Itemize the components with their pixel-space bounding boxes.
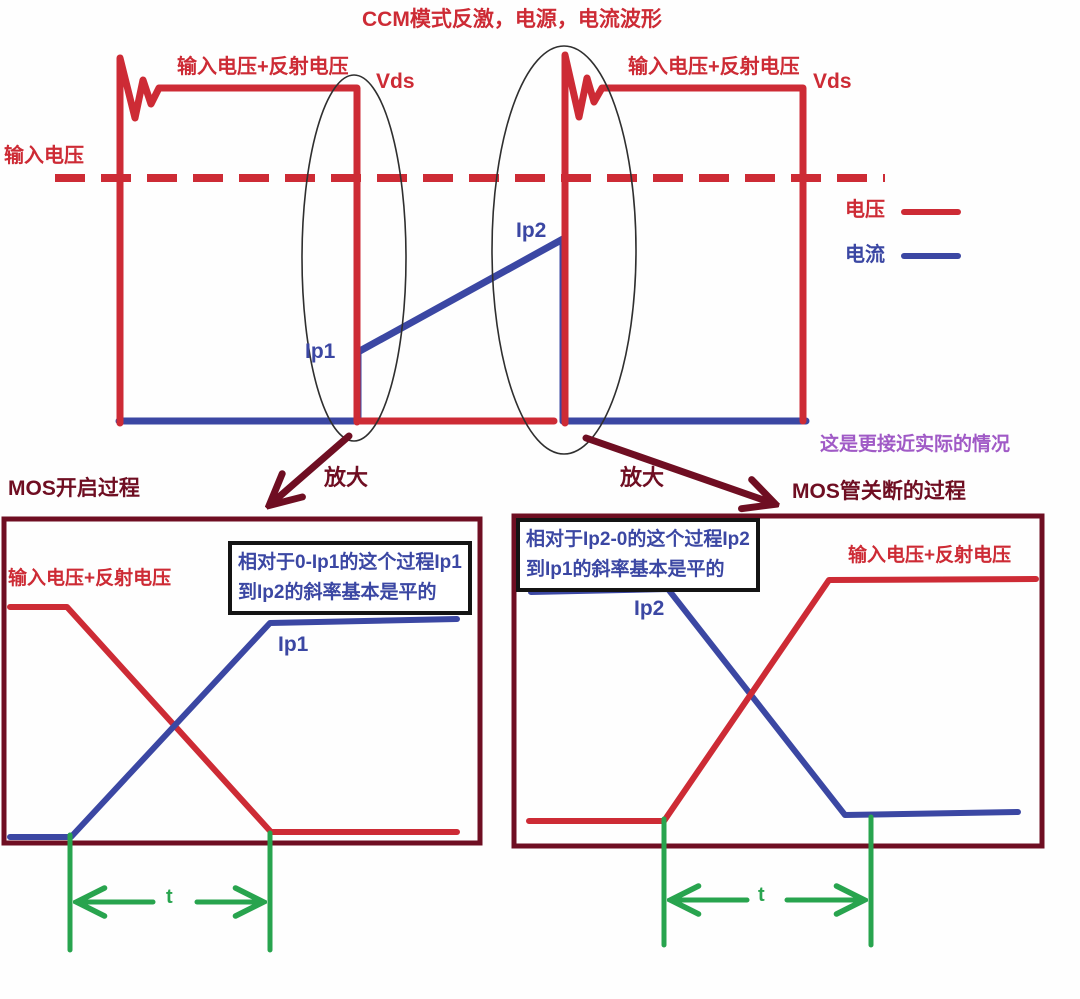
right-time-markers bbox=[661, 814, 874, 948]
ip1-label-top: Ip1 bbox=[305, 340, 336, 363]
left-panel-title: MOS开启过程 bbox=[8, 477, 140, 500]
zoom-arrow-left bbox=[272, 432, 353, 503]
highlight-ellipse-left bbox=[301, 74, 407, 442]
zoom-label-right: 放大 bbox=[620, 465, 665, 490]
zoom-label-left: 放大 bbox=[324, 465, 369, 490]
vin-reflect-label-left: 输入电压+反射电压 bbox=[177, 56, 349, 78]
left-vin-reflect-label: 输入电压+反射电压 bbox=[8, 568, 172, 589]
right-annotation-box: 相对于Ip2-0的这个过程Ip2 到Ip1的斜率基本是平的 bbox=[516, 518, 760, 592]
zoom-arrow-right bbox=[582, 434, 772, 503]
right-panel-title: MOS管关断的过程 bbox=[792, 480, 966, 503]
input-voltage-label: 输入电压 bbox=[4, 145, 84, 167]
ip2-label-right-panel: Ip2 bbox=[634, 597, 665, 620]
highlight-ellipse-right bbox=[491, 45, 637, 455]
page-title: CCM模式反激，电源，电流波形 bbox=[362, 8, 662, 31]
left-annotation-line1: 相对于0-Ip1的这个过程Ip1 bbox=[238, 552, 462, 573]
left-current-waveform bbox=[7, 616, 460, 840]
realistic-note-label: 这是更接近实际的情况 bbox=[820, 434, 1011, 455]
top-voltage-pulse-left bbox=[116, 54, 361, 427]
right-time-label: t bbox=[758, 884, 765, 906]
legend-current-label: 电流 bbox=[845, 244, 885, 266]
right-annotation-line1: 相对于Ip2-0的这个过程Ip2 bbox=[526, 529, 750, 550]
top-voltage-pulse-right bbox=[561, 51, 807, 427]
right-current-waveform bbox=[528, 586, 1021, 818]
ip2-label-top: Ip2 bbox=[516, 219, 547, 242]
vds-label-left: Vds bbox=[376, 70, 415, 93]
legend-voltage-label: 电压 bbox=[845, 199, 885, 221]
left-voltage-waveform bbox=[7, 604, 460, 835]
ip1-label-left-panel: Ip1 bbox=[278, 633, 309, 656]
right-panel-border bbox=[511, 513, 1045, 849]
left-annotation-box: 相对于0-Ip1的这个过程Ip1 到Ip2的斜率基本是平的 bbox=[228, 541, 472, 615]
right-annotation-line2: 到Ip1的斜率基本是平的 bbox=[526, 559, 725, 580]
vds-label-right: Vds bbox=[813, 70, 852, 93]
left-time-markers bbox=[67, 830, 273, 953]
right-voltage-waveform bbox=[526, 576, 1039, 824]
left-annotation-line2: 到Ip2的斜率基本是平的 bbox=[238, 582, 437, 603]
vin-reflect-label-right: 输入电压+反射电压 bbox=[628, 56, 800, 78]
left-panel-border bbox=[1, 516, 483, 846]
left-time-label: t bbox=[166, 886, 173, 908]
right-vin-reflect-label: 输入电压+反射电压 bbox=[848, 545, 1012, 566]
